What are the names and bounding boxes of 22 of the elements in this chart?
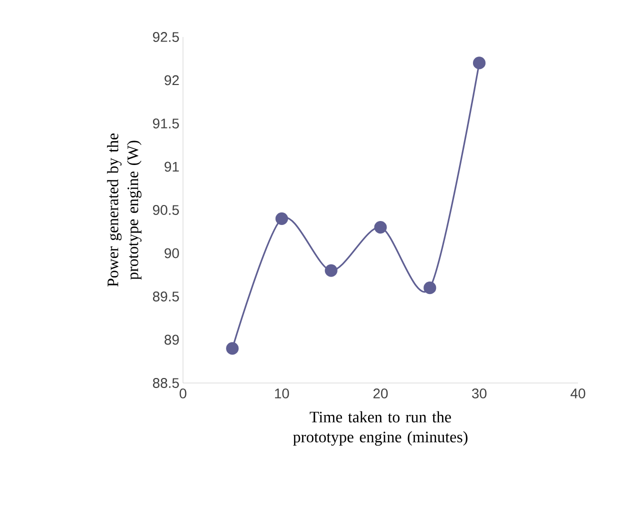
point	[424, 282, 436, 294]
x-tick-label: 0	[180, 388, 186, 398]
point	[324, 264, 338, 277]
y-tick-label: 90	[164, 248, 179, 258]
x-tick-label: 30	[472, 388, 486, 398]
y-tick-label: 89	[164, 334, 179, 345]
point	[374, 220, 387, 234]
y-tick-label: 89.5	[152, 292, 179, 302]
point	[275, 212, 288, 225]
y-tick-label: 88.5	[152, 378, 179, 388]
y-tick-label: 92	[164, 75, 179, 86]
y-tick-label: 90.5	[152, 205, 179, 215]
x-tick-label: 20	[373, 388, 388, 398]
y-tick-label: 91.5	[152, 118, 179, 128]
x-tick-label: 10	[275, 388, 289, 398]
y-axis-title: Power generated by the prototype engine (W)	[107, 134, 142, 287]
point	[226, 342, 239, 355]
y-tick-label: 91	[164, 162, 179, 172]
point	[472, 56, 486, 70]
x-tick-label: 40	[570, 388, 586, 398]
x-axis-title: Time taken to run the prototype engine (minutes)	[293, 411, 468, 446]
y-tick-label: 92.5	[152, 32, 179, 42]
